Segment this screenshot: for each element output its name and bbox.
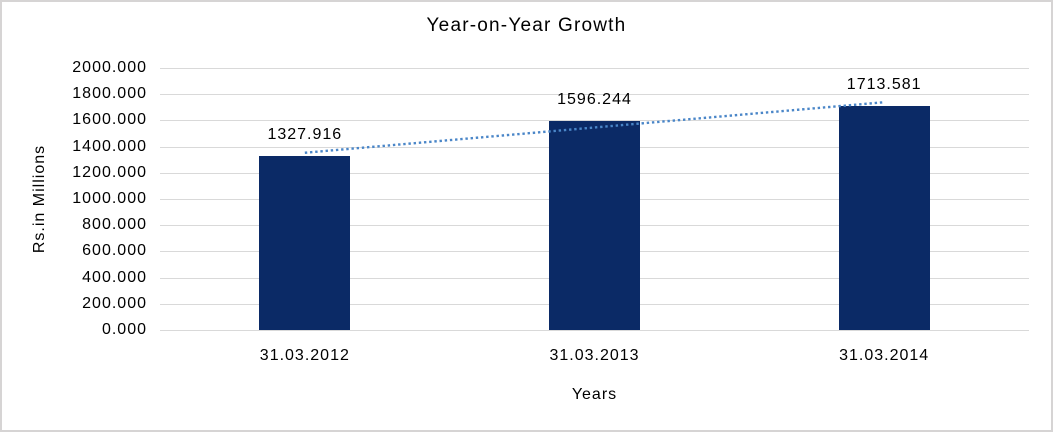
y-tick-label: 1600.000 xyxy=(72,111,147,129)
data-label: 1596.244 xyxy=(557,90,632,108)
y-tick-label: 1200.000 xyxy=(72,163,147,181)
data-label: 1327.916 xyxy=(267,126,343,144)
gridline xyxy=(160,68,1029,69)
data-label: 1713.581 xyxy=(846,75,922,93)
y-tick-label: 1800.000 xyxy=(72,85,147,103)
bar xyxy=(838,105,930,330)
y-tick-label: 2000.000 xyxy=(72,59,147,76)
y-tick-label: 800.000 xyxy=(82,216,147,234)
y-tick-label: 200.000 xyxy=(82,294,147,312)
x-tick-label: 31.03.2013 xyxy=(549,347,640,364)
bar xyxy=(549,120,640,330)
x-tick-label: 31.03.2014 xyxy=(839,347,930,364)
y-tick-label: 1000.000 xyxy=(72,190,147,207)
y-tick-label: 0.000 xyxy=(101,321,147,338)
y-tick-label: 1400.000 xyxy=(72,137,147,155)
y-tick-label: 400.000 xyxy=(82,268,147,286)
gridline xyxy=(160,330,1029,331)
chart-title: Year-on-Year Growth xyxy=(426,15,627,36)
gridline xyxy=(160,94,1029,96)
x-axis-title: Years xyxy=(571,386,618,403)
bar xyxy=(259,156,351,330)
x-tick-label: 31.03.2012 xyxy=(259,347,350,364)
y-tick-label: 600.000 xyxy=(82,242,147,260)
